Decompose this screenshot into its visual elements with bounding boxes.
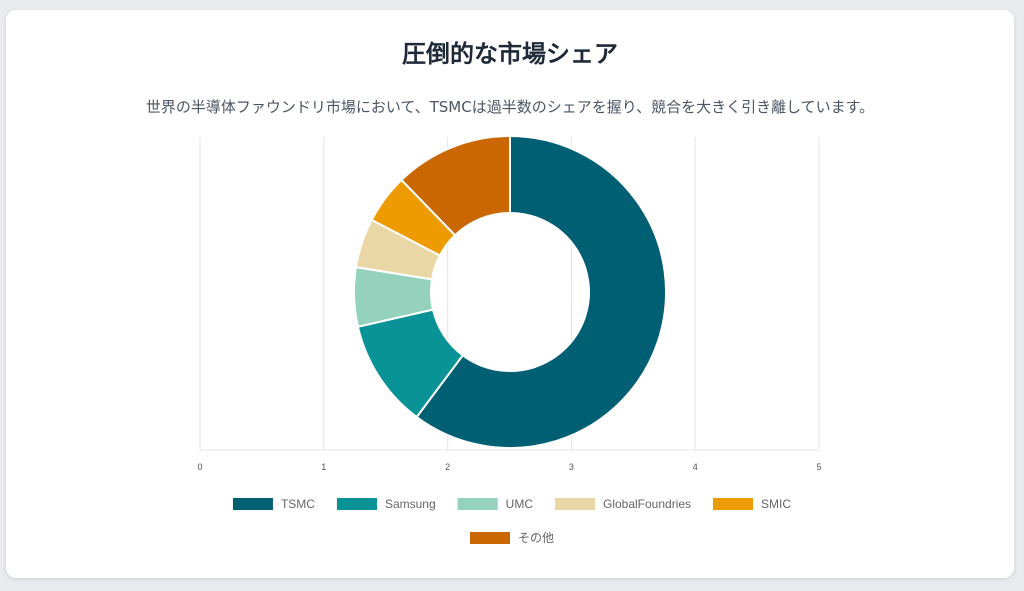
x-axis-ticks: 0 1 2 3 4 5 — [197, 462, 821, 472]
legend-item-smic[interactable]: SMIC — [713, 497, 791, 511]
legend-item-tsmc[interactable]: TSMC — [232, 497, 315, 511]
x-tick-label: 1 — [321, 462, 326, 472]
x-tick-label: 0 — [197, 462, 202, 472]
chart-legend: TSMC Samsung UMC GlobalFoundries SMIC その他 — [232, 497, 791, 545]
legend-label: TSMC — [281, 497, 315, 511]
x-tick-label: 4 — [693, 462, 698, 472]
legend-swatch — [336, 498, 377, 510]
donut-slices — [353, 134, 667, 449]
chart-title: 圧倒的な市場シェア — [402, 40, 618, 68]
legend-swatch — [469, 532, 510, 544]
legend-label: その他 — [518, 531, 554, 545]
legend-item-その他[interactable]: その他 — [469, 531, 554, 545]
legend-swatch — [457, 498, 498, 510]
legend-swatch — [232, 498, 273, 510]
legend-label: UMC — [506, 497, 534, 511]
chart-card: 圧倒的な市場シェア 世界の半導体ファウンドリ市場において、TSMCは過半数のシェ… — [6, 10, 1014, 578]
x-tick-label: 2 — [445, 462, 450, 472]
legend-swatch — [713, 498, 754, 510]
chart-subtitle: 世界の半導体ファウンドリ市場において、TSMCは過半数のシェアを握り、競合を大き… — [145, 98, 875, 116]
legend-item-samsung[interactable]: Samsung — [336, 497, 436, 511]
slice-その他[interactable] — [400, 134, 511, 237]
legend-swatch — [554, 498, 595, 510]
legend-label: GlobalFoundries — [603, 497, 691, 511]
x-tick-label: 5 — [816, 462, 821, 472]
legend-item-umc[interactable]: UMC — [457, 497, 534, 511]
legend-label: SMIC — [761, 497, 791, 511]
legend-item-globalfoundries[interactable]: GlobalFoundries — [554, 497, 691, 511]
legend-label: Samsung — [385, 497, 436, 511]
x-tick-label: 3 — [569, 462, 574, 472]
slice-tsmc[interactable] — [415, 134, 667, 449]
